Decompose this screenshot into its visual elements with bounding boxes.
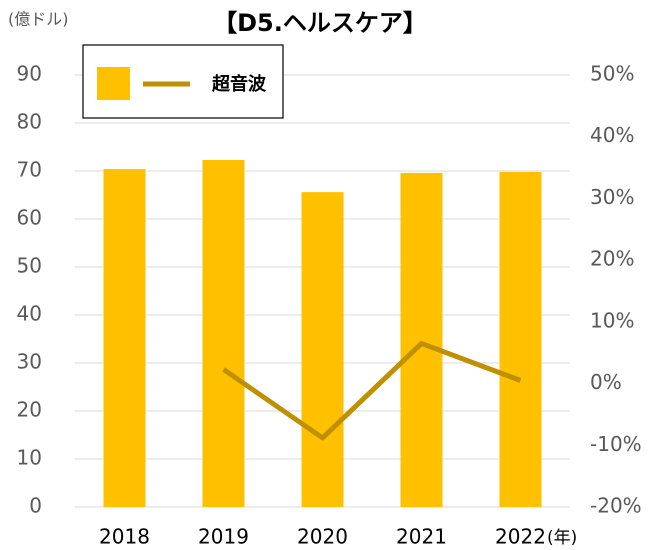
y-tick-label: 20	[17, 398, 42, 422]
y2-tick-label: 20%	[590, 247, 634, 271]
x-axis-label: (年)	[547, 528, 577, 548]
x-tick-label: 2022	[495, 525, 546, 549]
y2-tick-label: 40%	[590, 123, 634, 147]
bar	[202, 159, 245, 507]
x-tick-label: 2021	[396, 525, 447, 549]
y-tick-label: 0	[29, 494, 42, 518]
y-tick-label: 40	[17, 302, 42, 326]
y-tick-label: 50	[17, 254, 42, 278]
y2-tick-label: -20%	[590, 494, 642, 518]
y-axis-label: (億ドル)	[8, 10, 69, 29]
y-tick-label: 70	[17, 158, 42, 182]
y-tick-label: 80	[17, 110, 42, 134]
chart-title: 【D5.ヘルスケア】	[213, 9, 427, 37]
bar	[103, 169, 146, 507]
legend-label: 超音波	[212, 73, 267, 95]
y-tick-label: 90	[17, 62, 42, 86]
x-tick-label: 2019	[198, 525, 249, 549]
y2-tick-label: 30%	[590, 185, 634, 209]
marks	[103, 159, 542, 508]
y2-tick-label: 50%	[590, 62, 634, 86]
bar	[301, 192, 344, 507]
x-tick-label: 2020	[297, 525, 348, 549]
y2-tick-label: 0%	[590, 370, 622, 394]
y2-tick-label: 10%	[590, 308, 634, 332]
x-tick-label: 2018	[99, 525, 150, 549]
bar	[499, 171, 542, 507]
y-tick-label: 10	[17, 446, 42, 470]
legend-swatch	[97, 67, 130, 100]
bar	[400, 172, 443, 508]
y-tick-label: 60	[17, 206, 42, 230]
y-tick-label: 30	[17, 350, 42, 374]
y2-tick-label: -10%	[590, 432, 642, 456]
line	[222, 340, 522, 441]
